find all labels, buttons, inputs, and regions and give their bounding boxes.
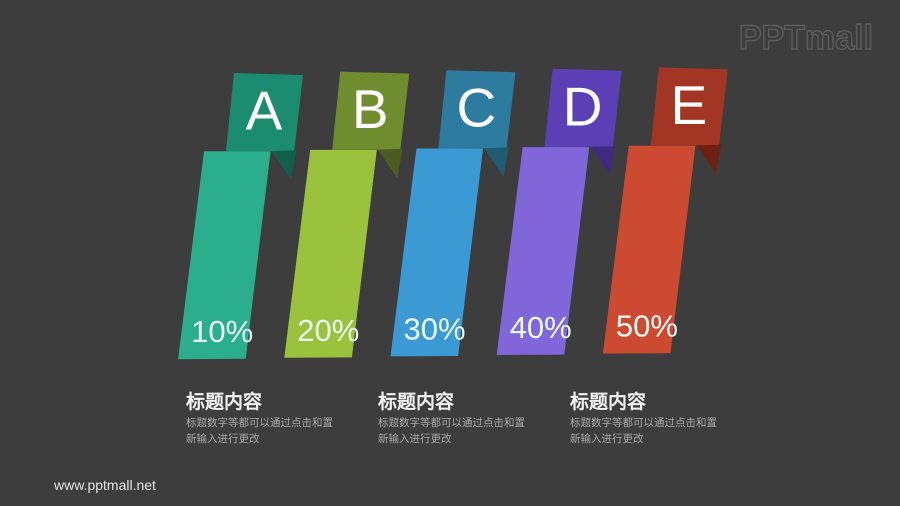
svg-text:C: C (457, 77, 497, 139)
svg-text:B: B (352, 78, 389, 140)
svg-text:10%: 10% (191, 314, 253, 349)
svg-text:40%: 40% (510, 310, 572, 345)
svg-text:A: A (246, 80, 283, 142)
svg-text:50%: 50% (616, 309, 678, 344)
svg-text:30%: 30% (404, 311, 466, 346)
svg-text:D: D (563, 75, 603, 137)
svg-text:20%: 20% (297, 313, 359, 348)
svg-text:E: E (670, 74, 707, 136)
